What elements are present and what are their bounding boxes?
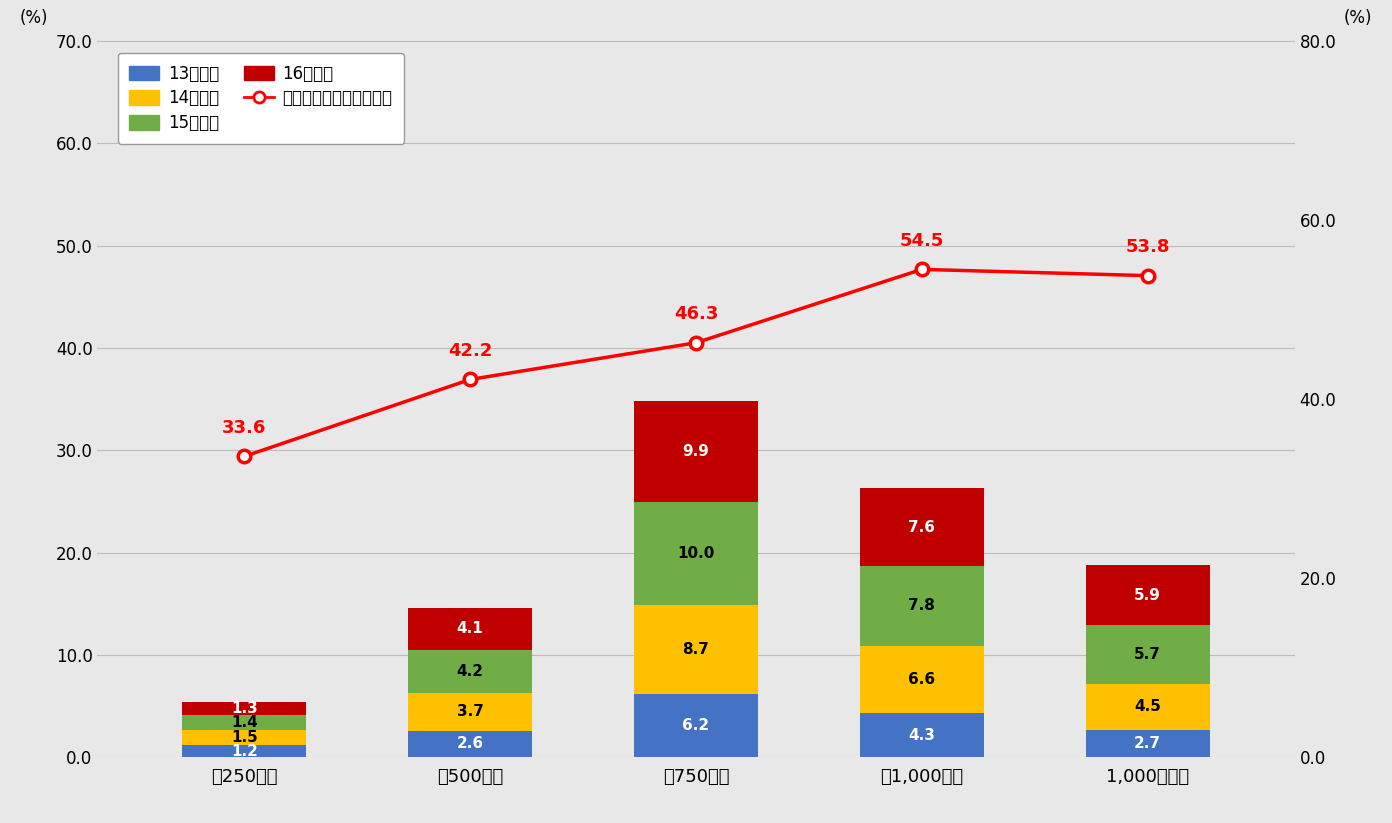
Bar	[1086, 729, 1210, 757]
Bar	[408, 650, 532, 693]
Text: 1.2: 1.2	[231, 743, 258, 759]
Text: 5.7: 5.7	[1134, 647, 1161, 662]
最新回の採択率（右軸）	[688, 337, 704, 347]
Bar	[633, 503, 759, 605]
Text: 7.6: 7.6	[909, 519, 935, 534]
Bar	[408, 608, 532, 650]
Text: 2.7: 2.7	[1134, 736, 1161, 751]
Bar	[408, 693, 532, 731]
Text: 42.2: 42.2	[448, 342, 493, 360]
最新回の採択率（右軸）	[1140, 271, 1157, 281]
Text: 9.9: 9.9	[682, 444, 710, 459]
Text: 1.5: 1.5	[231, 730, 258, 745]
Text: 10.0: 10.0	[678, 546, 714, 561]
Text: 6.2: 6.2	[682, 718, 710, 733]
Bar	[860, 714, 984, 757]
Bar	[1086, 684, 1210, 729]
Text: 2.6: 2.6	[457, 737, 483, 751]
Text: (%): (%)	[1343, 9, 1373, 27]
Text: 4.2: 4.2	[457, 663, 483, 679]
Text: 6.6: 6.6	[909, 672, 935, 687]
Bar	[860, 566, 984, 646]
Bar	[182, 729, 306, 745]
Bar	[1086, 625, 1210, 684]
Text: 7.8: 7.8	[909, 598, 935, 613]
Text: 4.1: 4.1	[457, 621, 483, 636]
Text: 3.7: 3.7	[457, 704, 483, 719]
Text: 33.6: 33.6	[223, 419, 266, 437]
Text: 8.7: 8.7	[682, 642, 710, 657]
Bar	[182, 702, 306, 715]
Bar	[633, 694, 759, 757]
最新回の採択率（右軸）	[913, 264, 930, 274]
Text: 4.5: 4.5	[1134, 699, 1161, 714]
Text: 1.4: 1.4	[231, 715, 258, 730]
Bar	[1086, 565, 1210, 625]
Bar	[408, 731, 532, 757]
Bar	[860, 488, 984, 566]
Line: 最新回の採択率（右軸）: 最新回の採択率（右軸）	[238, 263, 1154, 463]
Bar	[860, 646, 984, 714]
Bar	[182, 715, 306, 729]
最新回の採択率（右軸）	[235, 452, 252, 462]
Text: 54.5: 54.5	[899, 232, 944, 249]
Bar	[633, 401, 759, 503]
Bar	[633, 605, 759, 694]
Text: 1.3: 1.3	[231, 701, 258, 716]
Text: (%): (%)	[19, 9, 49, 27]
Text: 53.8: 53.8	[1126, 238, 1171, 256]
Bar	[182, 745, 306, 757]
Text: 4.3: 4.3	[909, 728, 935, 742]
Legend: 13次締切, 14次締切, 15次締切, 16次締切, 最新回の採択率（右軸）: 13次締切, 14次締切, 15次締切, 16次締切, 最新回の採択率（右軸）	[118, 53, 404, 144]
最新回の採択率（右軸）	[462, 374, 479, 384]
Text: 46.3: 46.3	[674, 305, 718, 323]
Text: 5.9: 5.9	[1134, 588, 1161, 602]
